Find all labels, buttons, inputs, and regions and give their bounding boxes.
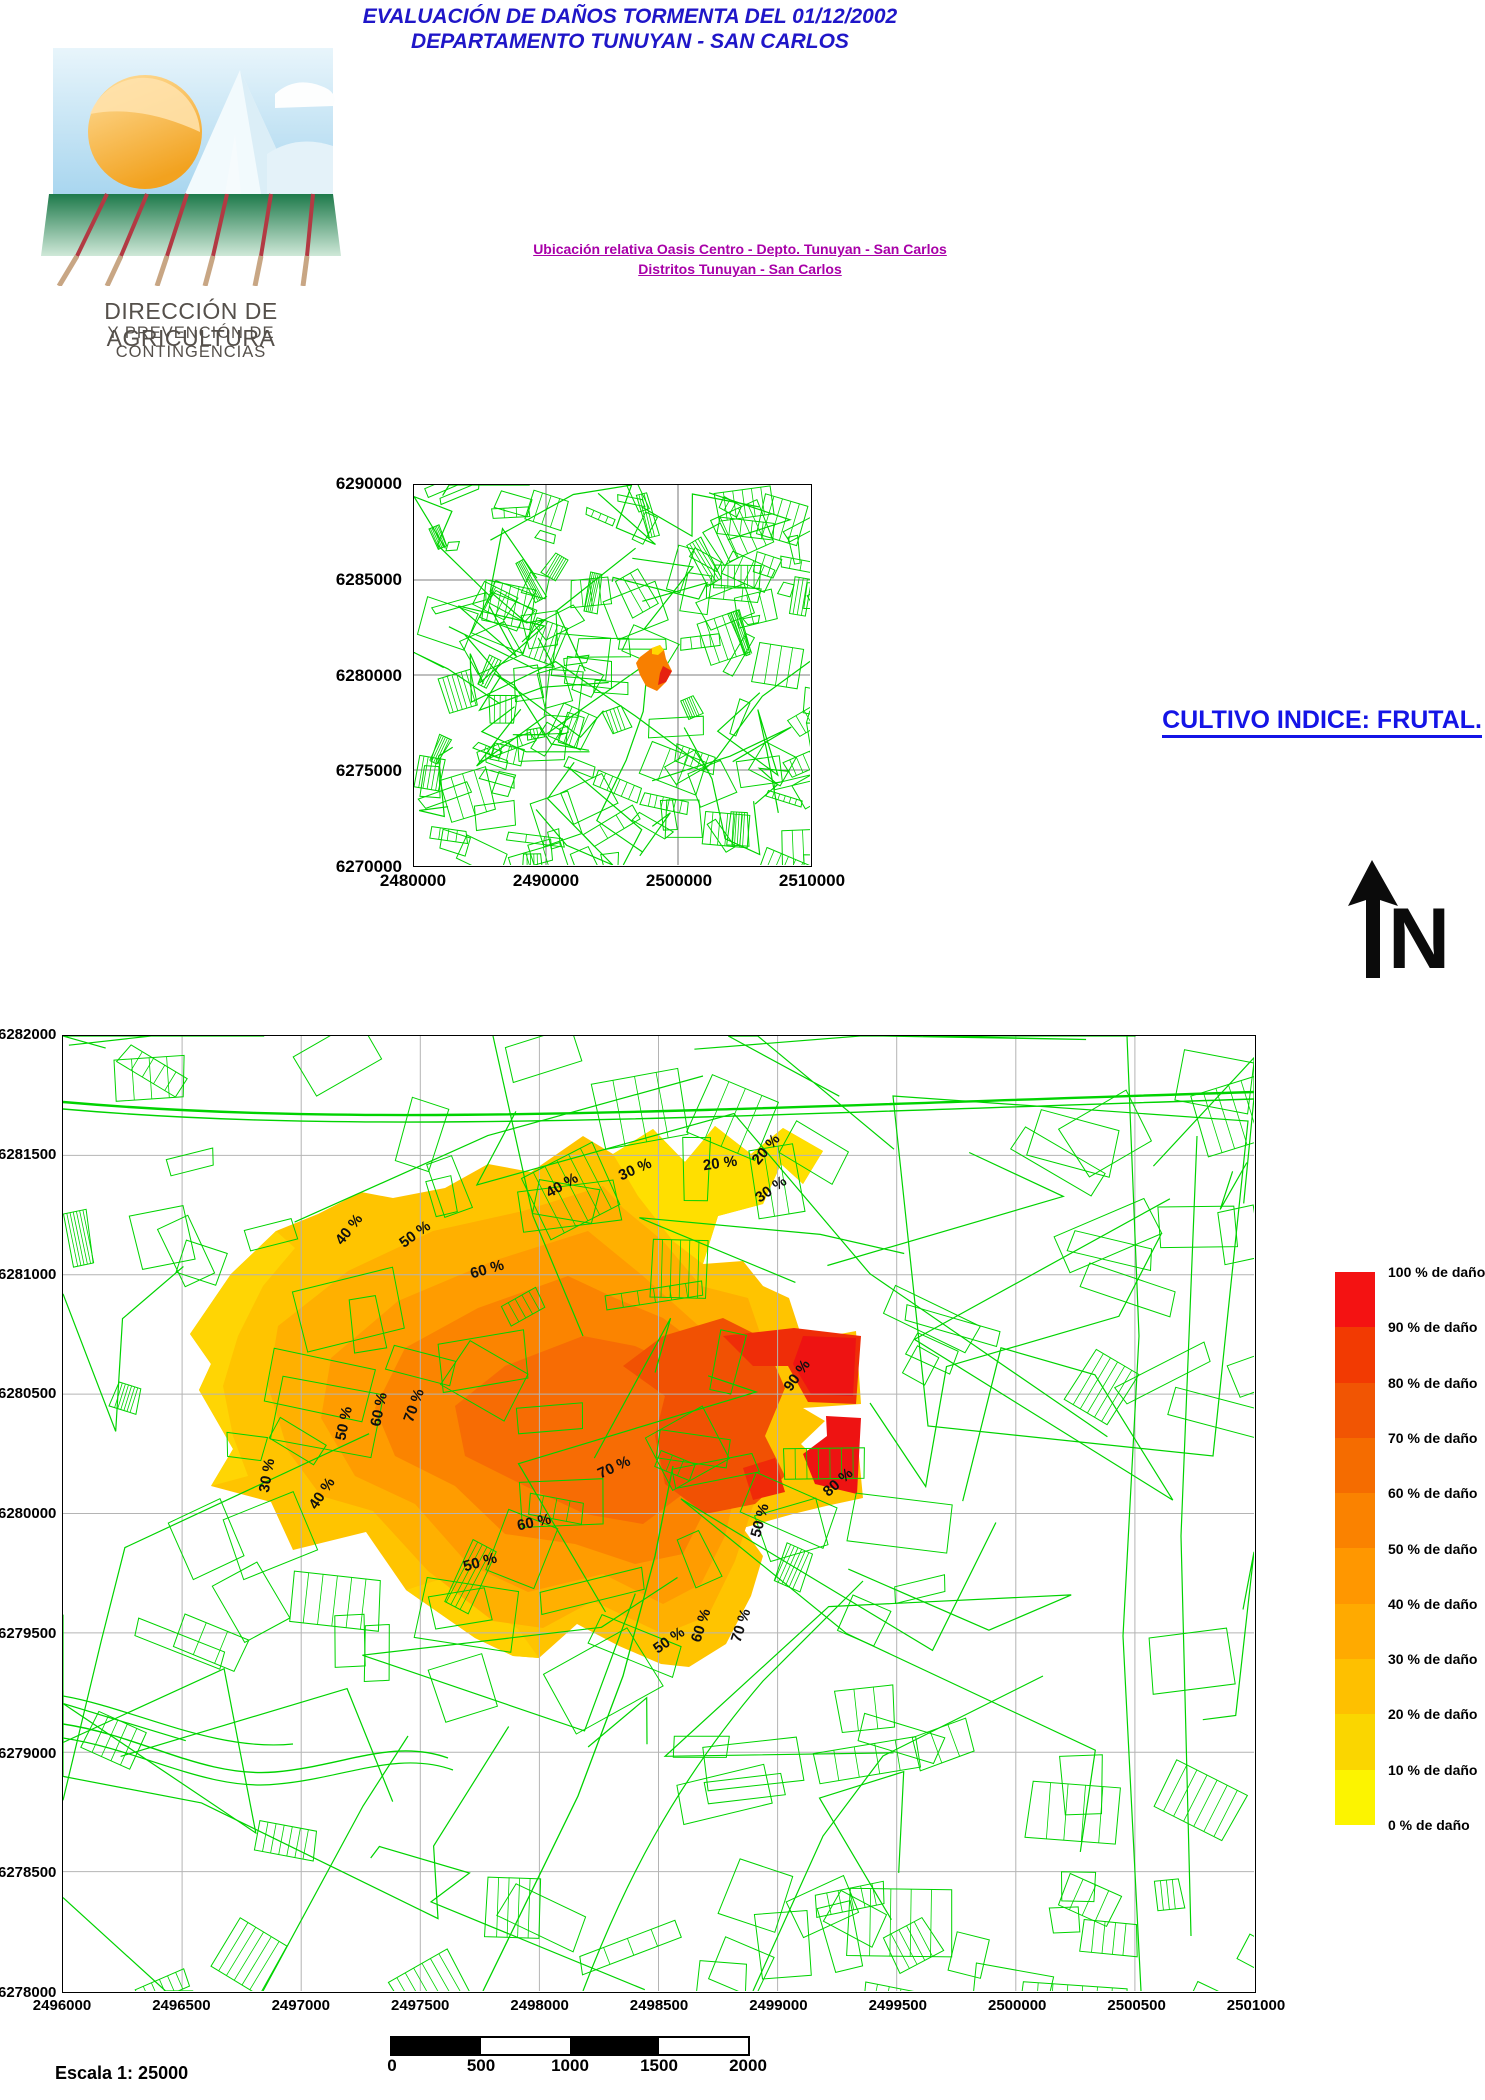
irrigation-channels bbox=[63, 1036, 1254, 1991]
main-y-tick-label: 6279500 bbox=[0, 1624, 57, 1642]
main-y-tick-label: 6278500 bbox=[0, 1864, 57, 1882]
main-y-tick-label: 6281000 bbox=[0, 1265, 57, 1283]
main-y-tick-label: 6278000 bbox=[0, 1984, 57, 2001]
main-map-y-axis: 6282000 6281500 6281000 6280500 6280000 62795… bbox=[0, 1026, 58, 2001]
crop-index-label: CULTIVO INDICE: FRUTAL. bbox=[1090, 706, 1482, 738]
main-x-tick-label: 2497000 bbox=[271, 1997, 330, 2014]
legend-label: 70 % de daño bbox=[1388, 1429, 1478, 1446]
page-title-line1: EVALUACIÓN DE DAÑOS TORMENTA DEL 01/12/2… bbox=[362, 5, 898, 28]
main-y-tick-label: 6280000 bbox=[0, 1505, 57, 1522]
damage-legend-colorbar bbox=[1335, 1272, 1375, 1825]
agency-name-line2: Y PREVENCIÓN DE CONTINGENCIAS bbox=[107, 324, 275, 361]
legend-color-block bbox=[1335, 1493, 1375, 1549]
legend-color-block bbox=[1335, 1603, 1375, 1660]
overview-x-tick-label: 2480000 bbox=[379, 871, 447, 890]
overview-x-tick-label: 2500000 bbox=[645, 871, 713, 890]
map-links: Ubicación relativa Oasis Centro - Depto.… bbox=[420, 239, 1060, 279]
page-title: EVALUACIÓN DE DAÑOS TORMENTA DEL 01/12/2… bbox=[300, 4, 960, 54]
scale-bar bbox=[390, 2036, 750, 2056]
overview-y-tick-label: 6285000 bbox=[335, 569, 402, 589]
legend-label: 50 % de daño bbox=[1388, 1540, 1478, 1557]
legend-color-block bbox=[1335, 1769, 1375, 1825]
legend-label: 40 % de daño bbox=[1388, 1595, 1478, 1612]
legend-color-block bbox=[1335, 1272, 1375, 1328]
agency-logo bbox=[35, 34, 347, 286]
main-x-tick-label: 2496500 bbox=[152, 1997, 211, 2014]
overview-y-tick-label: 6275000 bbox=[335, 761, 402, 781]
main-x-tick-label: 2498000 bbox=[510, 1997, 569, 2014]
page-title-line2: DEPARTAMENTO TUNUYAN - SAN CARLOS bbox=[411, 30, 849, 53]
legend-label: 100 % de daño bbox=[1388, 1264, 1485, 1280]
overview-y-tick-label: 6280000 bbox=[335, 665, 402, 685]
overview-map-canvas bbox=[414, 485, 810, 865]
legend-label: 0 % de daño bbox=[1388, 1817, 1470, 1833]
scale-bar-segment bbox=[659, 2038, 748, 2054]
logo-illustration bbox=[41, 48, 341, 286]
overview-map-y-axis: 6290000 6285000 6280000 6275000 6270000 bbox=[326, 474, 406, 876]
scale-tick-label: 1500 bbox=[640, 2056, 678, 2075]
scale-tick-label: 500 bbox=[466, 2056, 496, 2075]
scale-bar-segment bbox=[481, 2038, 570, 2054]
overview-y-tick-label: 6290000 bbox=[335, 474, 402, 493]
legend-label: 30 % de daño bbox=[1388, 1651, 1478, 1668]
main-x-tick-label: 2498500 bbox=[629, 1997, 689, 2014]
main-y-tick-label: 6280500 bbox=[0, 1385, 57, 1403]
main-y-tick-label: 6281500 bbox=[0, 1145, 57, 1163]
agency-logo-image bbox=[35, 34, 347, 286]
overview-x-tick-label: 2510000 bbox=[778, 871, 846, 890]
legend-color-block bbox=[1335, 1714, 1375, 1770]
overview-map bbox=[413, 484, 812, 867]
scale-caption: Escala 1: 25000 bbox=[55, 2063, 189, 2083]
legend-label: 60 % de daño bbox=[1388, 1485, 1478, 1502]
legend-label: 10 % de daño bbox=[1388, 1761, 1478, 1778]
legend-label: 90 % de daño bbox=[1388, 1319, 1478, 1336]
legend-color-block bbox=[1335, 1327, 1375, 1383]
main-x-tick-label: 2499000 bbox=[749, 1997, 808, 2014]
legend-label: 80 % de daño bbox=[1388, 1374, 1478, 1391]
scale-bar-segment bbox=[392, 2038, 481, 2054]
overview-x-tick-label: 2490000 bbox=[512, 871, 580, 890]
main-map-canvas bbox=[63, 1036, 1254, 1991]
legend-color-block bbox=[1335, 1548, 1375, 1604]
main-x-tick-label: 2499500 bbox=[868, 1997, 927, 2014]
overview-damage-spot bbox=[636, 645, 672, 691]
north-arrow-icon bbox=[1348, 860, 1398, 978]
main-x-tick-label: 2497500 bbox=[390, 1997, 450, 2014]
legend-color-block bbox=[1335, 1437, 1375, 1494]
main-damage-map bbox=[62, 1035, 1256, 1993]
main-x-tick-label: 2500000 bbox=[987, 1997, 1047, 2014]
scale-tick-label: 2000 bbox=[729, 2056, 767, 2075]
main-y-tick-label: 6282000 bbox=[0, 1026, 57, 1043]
legend-color-block bbox=[1335, 1382, 1375, 1438]
agency-name-line1: DIRECCIÓN DE AGRICULTURA bbox=[104, 298, 278, 351]
main-y-tick-label: 6279000 bbox=[0, 1744, 57, 1762]
link-oasis-centro[interactable]: Ubicación relativa Oasis Centro - Depto.… bbox=[533, 241, 947, 257]
scale-tick-label: 1000 bbox=[551, 2056, 589, 2075]
overview-y-tick-label: 6270000 bbox=[335, 857, 402, 876]
damage-legend-labels: 100 % de daño 90 % de daño 80 % de daño 70 … bbox=[1388, 1264, 1485, 1842]
north-arrow-letter: N bbox=[1388, 891, 1451, 987]
link-distritos[interactable]: Distritos Tunuyan - San Carlos bbox=[638, 261, 842, 277]
legend-color-block bbox=[1335, 1659, 1375, 1715]
north-arrow: N bbox=[1336, 858, 1456, 988]
main-x-tick-label: 2501000 bbox=[1226, 1997, 1286, 2014]
legend-label: 20 % de daño bbox=[1388, 1706, 1478, 1723]
scale-bar-segment bbox=[570, 2038, 659, 2054]
main-x-tick-label: 2496000 bbox=[32, 1997, 92, 2014]
main-x-tick-label: 2500500 bbox=[1107, 1997, 1166, 2014]
scale-tick-label: 0 bbox=[387, 2056, 397, 2075]
